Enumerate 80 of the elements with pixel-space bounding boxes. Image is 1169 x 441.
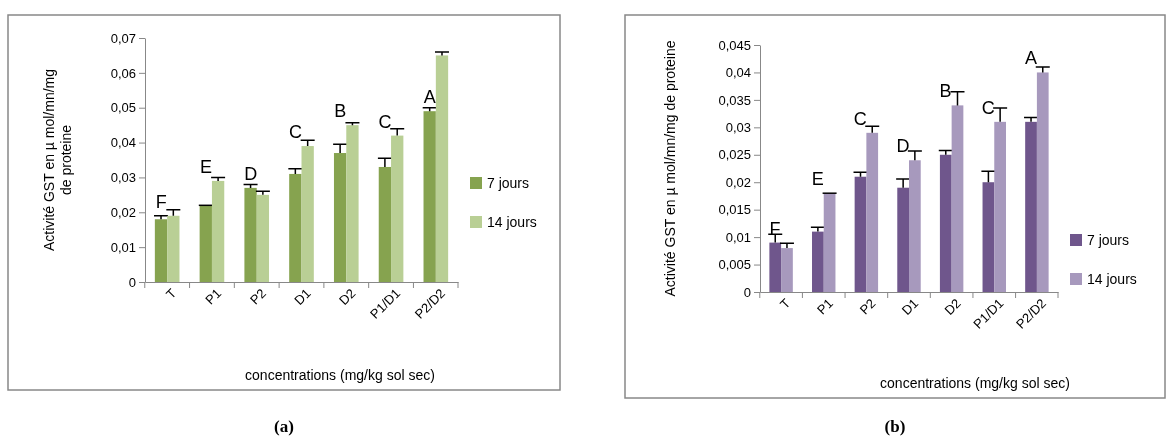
y-tick-label: 0 (128, 274, 136, 290)
bar (866, 132, 879, 292)
y-tick-label: 0,03 (725, 119, 751, 135)
bar (1025, 121, 1037, 292)
bar (1036, 72, 1049, 292)
x-tick-label: P1 (202, 285, 225, 308)
bar (897, 187, 909, 292)
x-tick-label: T (163, 285, 180, 302)
x-tick-label: D2 (941, 295, 964, 318)
x-tick-label: D2 (336, 285, 359, 308)
bar (982, 182, 995, 292)
y-tick-label: 0,04 (110, 135, 136, 151)
bar (378, 166, 392, 282)
y-tick-label: 0,005 (718, 257, 751, 273)
y-axis-title: Activité GST en µ mol/mn/mg de proteine (41, 68, 74, 252)
legend-label: 14 jours (487, 213, 537, 230)
x-tick-label: P1 (814, 295, 836, 318)
bar (423, 111, 436, 282)
x-tick-label: D1 (291, 285, 314, 308)
y-tick-label: 0,045 (718, 37, 751, 53)
bar (812, 231, 824, 292)
y-tick-label: 0,02 (110, 204, 136, 220)
text: (a) (274, 417, 294, 436)
y-tick-label: 0 (743, 284, 751, 300)
y-tick-label: 0,06 (110, 65, 136, 81)
y-tick-label: 0,015 (718, 202, 751, 218)
annotation: D (896, 136, 910, 157)
annotation: F (155, 191, 167, 212)
annotation: A (423, 87, 436, 108)
bar (346, 125, 359, 282)
bar (154, 219, 168, 282)
x-tick-label: P2 (247, 285, 269, 308)
annotation: B (939, 81, 952, 102)
y-tick-label: 0,04 (725, 65, 751, 81)
x-axis-title: concentrations (mg/kg sol sec) (245, 367, 435, 383)
x-tick-label: T (777, 295, 794, 312)
bar (256, 194, 270, 282)
bar (781, 248, 793, 292)
bar (211, 180, 225, 282)
annotation: C (981, 97, 995, 118)
y-tick-label: 0,01 (110, 239, 136, 255)
bar (289, 173, 302, 282)
y-axis-title: Activité GST en µ mol/mn/mg de proteine (662, 40, 678, 297)
bar (199, 205, 212, 282)
bar (167, 215, 180, 282)
annotation: C (289, 122, 302, 143)
legend-label: 7 jours (1087, 231, 1130, 248)
y-tick-label: 0,025 (718, 147, 751, 163)
y-tick-label: 0,02 (725, 174, 751, 190)
legend-label: 14 jours (1087, 270, 1137, 287)
y-tick-label: 0,07 (110, 30, 136, 46)
bar (951, 105, 964, 292)
annotation: F (769, 218, 781, 239)
y-tick-label: 0,035 (718, 92, 751, 108)
bar (244, 187, 257, 282)
bar (333, 153, 347, 282)
x-axis-title: concentrations (mg/kg sol sec) (880, 375, 1070, 391)
annotation: B (334, 101, 347, 122)
bar (823, 193, 836, 292)
text: (b) (884, 417, 906, 436)
annotation: C (378, 111, 392, 132)
legend-label: 7 jours (487, 174, 530, 191)
bar (939, 154, 952, 292)
annotation: E (811, 169, 824, 190)
annotation: A (1024, 48, 1037, 69)
bar (391, 135, 404, 282)
annotation: D (244, 163, 258, 184)
bar (854, 176, 867, 292)
x-tick-label: P2 (856, 295, 879, 318)
annotation: E (199, 156, 212, 177)
bar (994, 121, 1006, 292)
annotation: C (853, 108, 867, 129)
y-tick-label: 0,05 (110, 100, 136, 116)
bar (769, 242, 782, 292)
bar (301, 146, 314, 282)
bar (435, 55, 449, 282)
y-tick-label: 0,01 (725, 229, 751, 245)
bar (909, 160, 921, 292)
x-tick-label: D1 (898, 295, 922, 318)
y-tick-label: 0,03 (110, 170, 136, 186)
